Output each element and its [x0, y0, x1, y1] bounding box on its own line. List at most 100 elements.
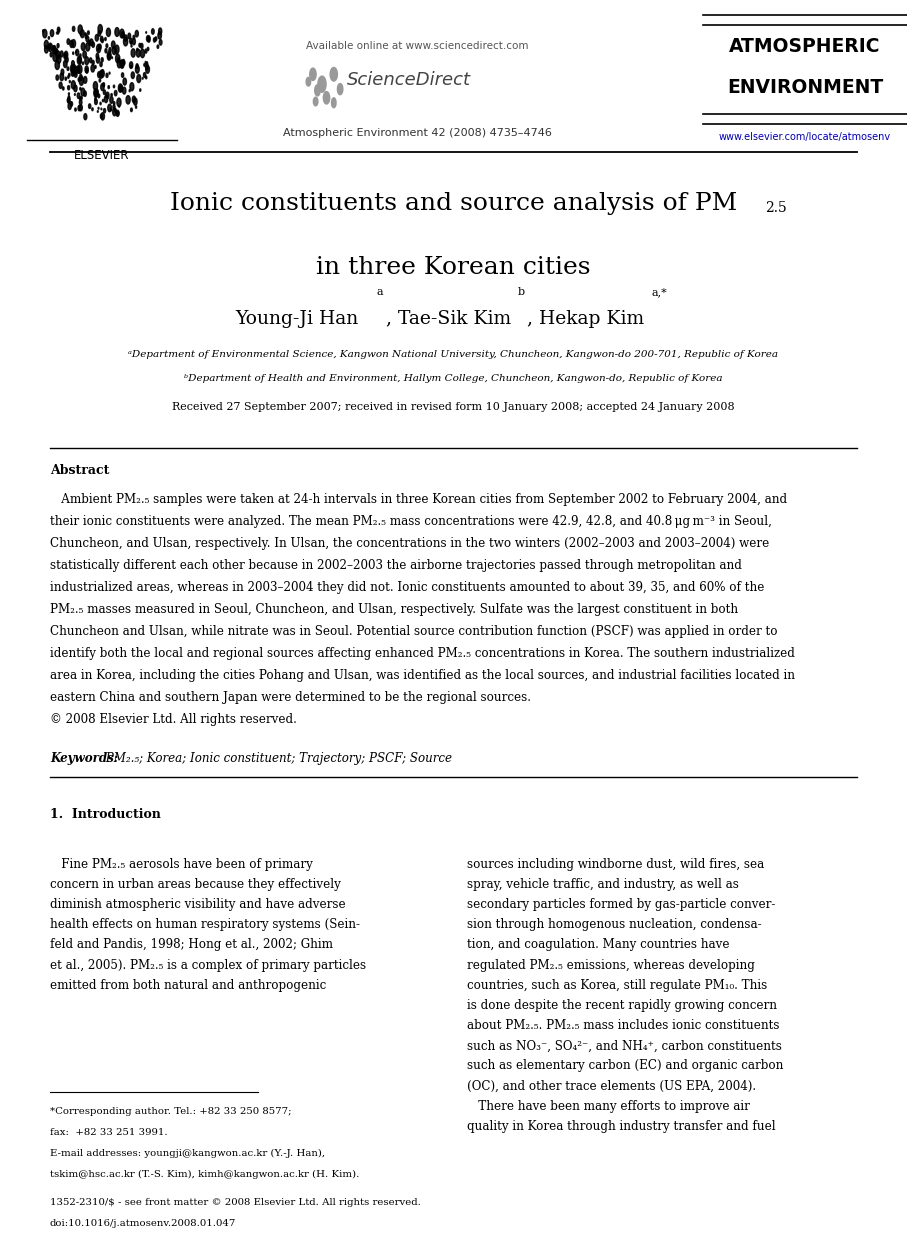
Ellipse shape [98, 25, 102, 33]
Text: eastern China and southern Japan were determined to be the regional sources.: eastern China and southern Japan were de… [50, 691, 531, 704]
Text: sion through homogenous nucleation, condensa-: sion through homogenous nucleation, cond… [467, 919, 762, 931]
Ellipse shape [63, 87, 64, 90]
Ellipse shape [122, 73, 123, 77]
Ellipse shape [113, 102, 115, 105]
Ellipse shape [314, 97, 317, 106]
Ellipse shape [136, 64, 138, 68]
Ellipse shape [130, 38, 132, 43]
Text: area in Korea, including the cities Pohang and Ulsan, was identified as the loca: area in Korea, including the cities Poha… [50, 669, 795, 682]
Ellipse shape [85, 35, 87, 38]
Text: health effects on human respiratory systems (Sein-: health effects on human respiratory syst… [50, 919, 360, 931]
Ellipse shape [50, 52, 53, 57]
Text: , Tae-Sik Kim: , Tae-Sik Kim [386, 310, 511, 328]
Ellipse shape [106, 28, 111, 37]
Ellipse shape [135, 105, 137, 108]
Text: ENVIRONMENT: ENVIRONMENT [727, 78, 883, 97]
Text: tion, and coagulation. Many countries have: tion, and coagulation. Many countries ha… [467, 938, 729, 952]
Ellipse shape [68, 95, 70, 99]
Ellipse shape [102, 38, 103, 42]
Ellipse shape [102, 58, 103, 62]
Ellipse shape [64, 53, 65, 56]
Ellipse shape [94, 98, 96, 100]
Ellipse shape [49, 45, 51, 50]
Ellipse shape [126, 95, 131, 104]
Ellipse shape [87, 31, 89, 35]
Ellipse shape [65, 77, 66, 80]
Ellipse shape [323, 92, 330, 104]
Text: There have been many efforts to improve air: There have been many efforts to improve … [467, 1099, 750, 1113]
Ellipse shape [315, 84, 320, 95]
Text: Abstract: Abstract [50, 464, 109, 478]
Ellipse shape [137, 48, 138, 51]
Text: et al., 2005). PM₂.₅ is a complex of primary particles: et al., 2005). PM₂.₅ is a complex of pri… [50, 958, 366, 972]
Ellipse shape [99, 79, 101, 82]
Ellipse shape [131, 108, 132, 111]
Ellipse shape [130, 62, 132, 68]
Ellipse shape [93, 89, 98, 98]
Ellipse shape [95, 35, 98, 41]
Ellipse shape [89, 104, 91, 109]
Ellipse shape [105, 48, 107, 53]
Ellipse shape [99, 71, 103, 78]
Ellipse shape [78, 57, 82, 63]
Ellipse shape [83, 77, 87, 83]
Ellipse shape [53, 53, 57, 62]
Ellipse shape [50, 30, 54, 37]
Text: Chuncheon, and Ulsan, respectively. In Ulsan, the concentrations in the two wint: Chuncheon, and Ulsan, respectively. In U… [50, 537, 769, 550]
Ellipse shape [94, 99, 97, 104]
Ellipse shape [136, 50, 141, 57]
Text: Ambient PM₂.₅ samples were taken at 24-h intervals in three Korean cities from S: Ambient PM₂.₅ samples were taken at 24-h… [50, 493, 787, 506]
Ellipse shape [140, 89, 141, 92]
Ellipse shape [101, 84, 104, 90]
Ellipse shape [81, 88, 84, 95]
Ellipse shape [79, 99, 82, 105]
Ellipse shape [67, 98, 70, 103]
Ellipse shape [53, 46, 55, 51]
Ellipse shape [93, 82, 98, 90]
Ellipse shape [117, 61, 121, 68]
Ellipse shape [114, 109, 116, 113]
Text: *Corresponding author. Tel.: +82 33 250 8577;: *Corresponding author. Tel.: +82 33 250 … [50, 1107, 291, 1115]
Ellipse shape [83, 114, 87, 120]
Ellipse shape [145, 62, 146, 63]
Ellipse shape [135, 31, 139, 37]
Ellipse shape [94, 89, 98, 97]
Ellipse shape [57, 43, 59, 48]
Text: statistically different each other because in 2002–2003 the airborne trajectorie: statistically different each other becau… [50, 558, 742, 572]
Ellipse shape [54, 50, 57, 54]
Ellipse shape [43, 30, 47, 38]
Ellipse shape [144, 63, 145, 67]
Ellipse shape [102, 99, 103, 102]
Text: Keywords:: Keywords: [50, 753, 118, 765]
Ellipse shape [112, 108, 116, 116]
Ellipse shape [57, 54, 61, 63]
Ellipse shape [128, 33, 131, 38]
Ellipse shape [78, 105, 81, 110]
Ellipse shape [112, 105, 115, 109]
Ellipse shape [102, 83, 104, 87]
Ellipse shape [85, 66, 88, 73]
Text: such as elementary carbon (EC) and organic carbon: such as elementary carbon (EC) and organ… [467, 1060, 784, 1072]
Ellipse shape [157, 45, 159, 48]
Text: feld and Pandis, 1998; Hong et al., 2002; Ghim: feld and Pandis, 1998; Hong et al., 2002… [50, 938, 333, 952]
Text: Young-Ji Han: Young-Ji Han [236, 310, 358, 328]
Ellipse shape [109, 72, 110, 74]
Ellipse shape [132, 97, 135, 103]
Ellipse shape [56, 76, 59, 80]
Ellipse shape [68, 103, 72, 109]
Ellipse shape [76, 67, 80, 73]
Ellipse shape [78, 66, 82, 73]
Text: (OC), and other trace elements (US EPA, 2004).: (OC), and other trace elements (US EPA, … [467, 1080, 756, 1093]
Ellipse shape [96, 57, 100, 63]
Ellipse shape [77, 56, 82, 64]
Ellipse shape [72, 67, 75, 74]
Ellipse shape [44, 46, 48, 53]
Ellipse shape [115, 27, 119, 36]
Ellipse shape [80, 74, 83, 80]
Text: industrialized areas, whereas in 2003–2004 they did not. Ionic constituents amou: industrialized areas, whereas in 2003–20… [50, 581, 765, 594]
Ellipse shape [101, 114, 102, 119]
Ellipse shape [75, 50, 79, 56]
Ellipse shape [116, 110, 119, 116]
Text: diminish atmospheric visibility and have adverse: diminish atmospheric visibility and have… [50, 898, 346, 911]
Text: emitted from both natural and anthropogenic: emitted from both natural and anthropoge… [50, 979, 327, 992]
